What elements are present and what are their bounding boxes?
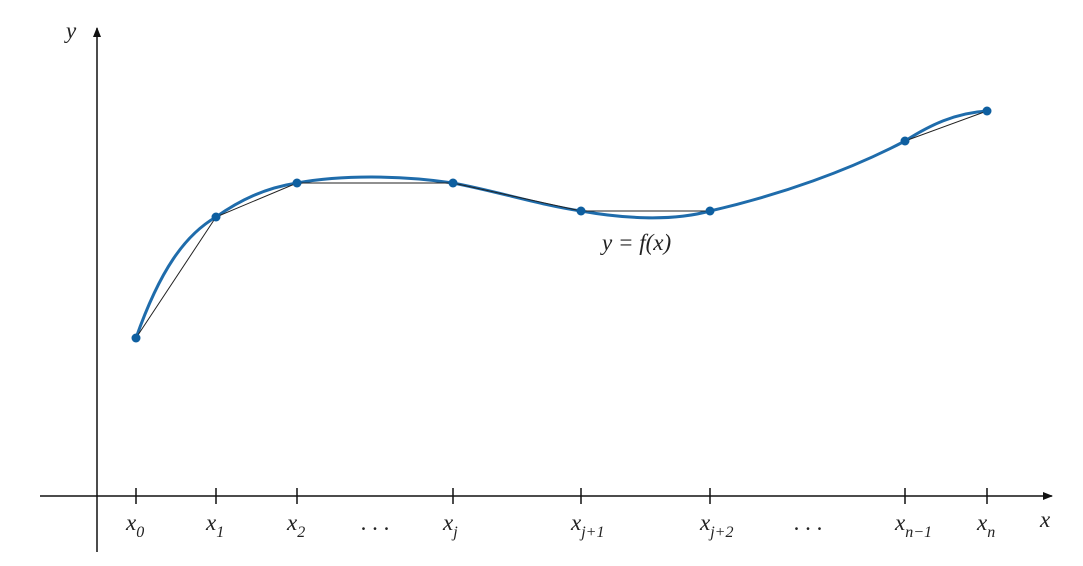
node-point — [131, 333, 141, 343]
x-tick-label: x2 — [286, 510, 305, 541]
tick-subscript: j+2 — [708, 524, 733, 541]
x-tick-label: xj — [442, 510, 458, 541]
chords — [135, 182, 710, 339]
tick-base: x — [205, 510, 217, 535]
tick-subscript: 0 — [136, 524, 144, 541]
tick-base: x — [125, 510, 137, 535]
curve — [134, 109, 988, 339]
tick-base: x — [894, 510, 906, 535]
x-tick-label: xj+2 — [699, 510, 733, 541]
tick-base: x — [570, 510, 582, 535]
x-tick-label: xn — [976, 510, 995, 541]
curve-label: y = f(x) — [600, 230, 671, 255]
ellipsis: . . . — [794, 510, 823, 535]
tick-subscript: n — [987, 524, 995, 541]
tick-subscript: j — [451, 524, 458, 541]
tick-subscript: n−1 — [905, 524, 932, 541]
x-tick-label: xj+1 — [570, 510, 604, 541]
x-tick-label: x1 — [205, 510, 224, 541]
tick-group: x0 x1 x2 xj xj+1 xj+2 xn−1 xn. . .. . . — [125, 106, 995, 541]
node-point — [211, 212, 221, 222]
x-tick-label: x0 — [125, 510, 144, 541]
tick-subscript: 2 — [297, 524, 305, 541]
x-axis-label: x — [1039, 507, 1051, 532]
tick-base: x — [976, 510, 988, 535]
tick-base: x — [442, 510, 454, 535]
node-point — [705, 206, 715, 216]
node-point — [982, 106, 992, 116]
node-point — [292, 178, 302, 188]
tick-subscript: j+1 — [579, 524, 604, 541]
node-point — [448, 178, 458, 188]
x-tick-label: xn−1 — [894, 510, 932, 541]
tick-base: x — [699, 510, 711, 535]
y-axis-label: y — [64, 18, 77, 43]
ellipsis: . . . — [361, 510, 390, 535]
chord — [904, 110, 988, 142]
node-point — [576, 206, 586, 216]
tick-subscript: 1 — [216, 524, 224, 541]
node-point — [900, 136, 910, 146]
tick-base: x — [286, 510, 298, 535]
